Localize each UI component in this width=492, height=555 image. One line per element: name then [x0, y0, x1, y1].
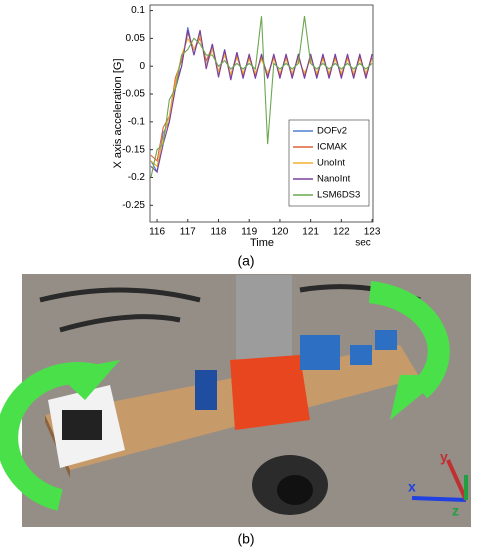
- legend-label: DOFv2: [317, 126, 347, 137]
- series-line: [150, 29, 373, 173]
- x-tick-label: 117: [180, 227, 196, 238]
- series-line: [150, 33, 373, 168]
- x-tick-label: 123: [364, 227, 381, 238]
- photo-axis-label: z: [452, 503, 459, 519]
- y-tick-label: 0: [139, 61, 145, 72]
- sensor-module: [375, 330, 397, 350]
- mount: [230, 355, 310, 430]
- y-tick-label: 0.1: [131, 5, 145, 16]
- photo-axis-label: x: [408, 479, 416, 495]
- y-tick-label: -0.15: [122, 144, 145, 155]
- x-tick-label: 122: [333, 227, 350, 238]
- display: [62, 410, 102, 440]
- x-tick-label: 120: [272, 227, 289, 238]
- photo-axis-label: y: [440, 449, 448, 465]
- y-tick-label: -0.25: [122, 200, 145, 211]
- y-tick-label: -0.2: [128, 172, 146, 183]
- x-tick-label: 119: [241, 227, 257, 238]
- sensor-module: [350, 345, 372, 365]
- x-axis-unit: sec: [355, 238, 371, 249]
- y-axis-label: X axis acceleration [G]: [112, 58, 124, 168]
- legend-label: LSM6DS3: [317, 190, 360, 201]
- board: [45, 345, 420, 470]
- caption: (a): [237, 253, 254, 269]
- y-tick-label: -0.1: [128, 116, 146, 127]
- x-tick-label: 116: [149, 227, 165, 238]
- legend-label: UnoInt: [317, 158, 345, 169]
- legend-label: ICMAK: [317, 142, 348, 153]
- rotation-arrow-head: [390, 375, 445, 420]
- board-module: [300, 335, 340, 370]
- plot: 0.1 0.05 0 -0.05 -0.1 -0.15 -0.2 -0.25 116 117 118…: [112, 4, 381, 249]
- x-tick-label: 118: [211, 227, 227, 238]
- caption: (b): [237, 531, 254, 547]
- pipe-hole: [277, 475, 313, 505]
- rotation-arrow-head: [55, 360, 120, 400]
- nano-module: [195, 370, 217, 410]
- x-tick-label: 121: [302, 227, 319, 238]
- legend-label: NanoInt: [317, 174, 351, 185]
- x-axis-label: Time: [250, 237, 274, 249]
- y-tick-label: -0.05: [122, 89, 145, 100]
- photo: x y z: [0, 274, 471, 527]
- y-axis-arrow: [446, 459, 468, 501]
- x-axis-arrow: [411, 496, 467, 502]
- y-tick-label: 0.05: [126, 33, 146, 44]
- series-line: [150, 16, 373, 178]
